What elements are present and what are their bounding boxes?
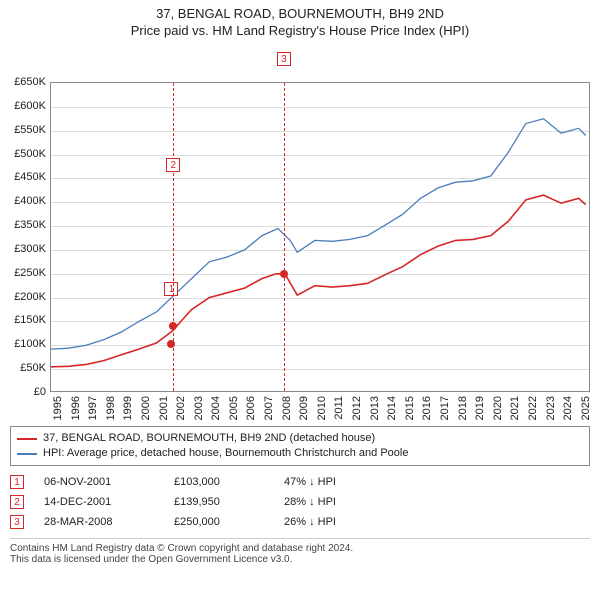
x-tick-label: 2022 [527,396,539,426]
x-tick-label: 2012 [351,396,363,426]
x-tick-label: 1997 [87,396,99,426]
legend-row: HPI: Average price, detached house, Bour… [17,446,583,461]
tx-diff: 26% ↓ HPI [284,512,336,532]
x-tick-label: 2004 [210,396,222,426]
table-row: 3 28-MAR-2008 £250,000 26% ↓ HPI [10,512,590,532]
tx-diff: 47% ↓ HPI [284,472,336,492]
y-tick-label: £100K [4,338,46,350]
x-tick-label: 2024 [562,396,574,426]
marker-label: 3 [277,52,291,66]
marker-label: 2 [10,495,24,509]
y-tick-label: £0 [4,386,46,398]
y-tick-label: £500K [4,148,46,160]
price-chart: 1 2 3 £0 £50K £100K £150K £200K £250K £300K £350K £… [0,38,600,426]
x-tick-label: 2005 [228,396,240,426]
marker-dot [169,322,177,330]
x-tick-label: 2018 [457,396,469,426]
legend-label: HPI: Average price, detached house, Bour… [43,446,408,461]
series-hpi [51,119,586,349]
page-title: 37, BENGAL ROAD, BOURNEMOUTH, BH9 2ND [0,0,600,21]
y-tick-label: £150K [4,314,46,326]
x-tick-label: 2008 [281,396,293,426]
x-tick-label: 1999 [122,396,134,426]
table-row: 2 14-DEC-2001 £139,950 28% ↓ HPI [10,492,590,512]
marker-label: 1 [10,475,24,489]
y-tick-label: £450K [4,171,46,183]
tx-date: 06-NOV-2001 [44,472,154,492]
y-tick-label: £250K [4,267,46,279]
y-tick-label: £50K [4,362,46,374]
marker-label: 2 [166,158,180,172]
table-row: 1 06-NOV-2001 £103,000 47% ↓ HPI [10,472,590,492]
tx-date: 28-MAR-2008 [44,512,154,532]
x-tick-label: 2017 [439,396,451,426]
x-tick-label: 2016 [421,396,433,426]
marker-dot [280,270,288,278]
x-tick-label: 2020 [492,396,504,426]
marker-label: 1 [164,282,178,296]
plot-area: 123 [50,82,590,392]
x-tick-label: 2025 [580,396,592,426]
series-lines [51,83,591,393]
x-tick-label: 2009 [298,396,310,426]
x-tick-label: 1995 [52,396,64,426]
legend: 37, BENGAL ROAD, BOURNEMOUTH, BH9 2ND (d… [10,426,590,466]
transactions-table: 1 06-NOV-2001 £103,000 47% ↓ HPI 2 14-DEC-200… [10,472,590,532]
y-tick-label: £350K [4,219,46,231]
marker-label: 3 [10,515,24,529]
y-tick-label: £200K [4,291,46,303]
x-tick-label: 2006 [245,396,257,426]
x-tick-label: 2003 [193,396,205,426]
x-tick-label: 2002 [175,396,187,426]
legend-row: 37, BENGAL ROAD, BOURNEMOUTH, BH9 2ND (d… [17,431,583,446]
tx-date: 14-DEC-2001 [44,492,154,512]
x-tick-label: 1998 [105,396,117,426]
footer-line: Contains HM Land Registry data © Crown c… [10,543,590,554]
x-tick-label: 2013 [369,396,381,426]
x-tick-label: 2000 [140,396,152,426]
tx-diff: 28% ↓ HPI [284,492,336,512]
series-property [51,195,586,367]
x-tick-label: 2021 [509,396,521,426]
marker-vline [173,83,174,391]
y-tick-label: £400K [4,195,46,207]
attribution-footer: Contains HM Land Registry data © Crown c… [10,538,590,565]
x-tick-label: 2015 [404,396,416,426]
x-tick-label: 2019 [474,396,486,426]
tx-price: £139,950 [174,492,264,512]
page-subtitle: Price paid vs. HM Land Registry's House … [0,21,600,38]
marker-vline [284,83,285,391]
marker-dot [167,340,175,348]
x-tick-label: 2023 [545,396,557,426]
legend-label: 37, BENGAL ROAD, BOURNEMOUTH, BH9 2ND (d… [43,431,375,446]
x-tick-label: 2014 [386,396,398,426]
legend-swatch [17,438,37,440]
y-tick-label: £650K [4,76,46,88]
y-tick-label: £300K [4,243,46,255]
y-tick-label: £600K [4,100,46,112]
x-tick-label: 2011 [333,396,345,426]
tx-price: £250,000 [174,512,264,532]
x-tick-label: 1996 [70,396,82,426]
x-tick-label: 2001 [158,396,170,426]
footer-line: This data is licensed under the Open Gov… [10,554,590,565]
legend-swatch [17,453,37,455]
x-tick-label: 2010 [316,396,328,426]
tx-price: £103,000 [174,472,264,492]
x-tick-label: 2007 [263,396,275,426]
y-tick-label: £550K [4,124,46,136]
